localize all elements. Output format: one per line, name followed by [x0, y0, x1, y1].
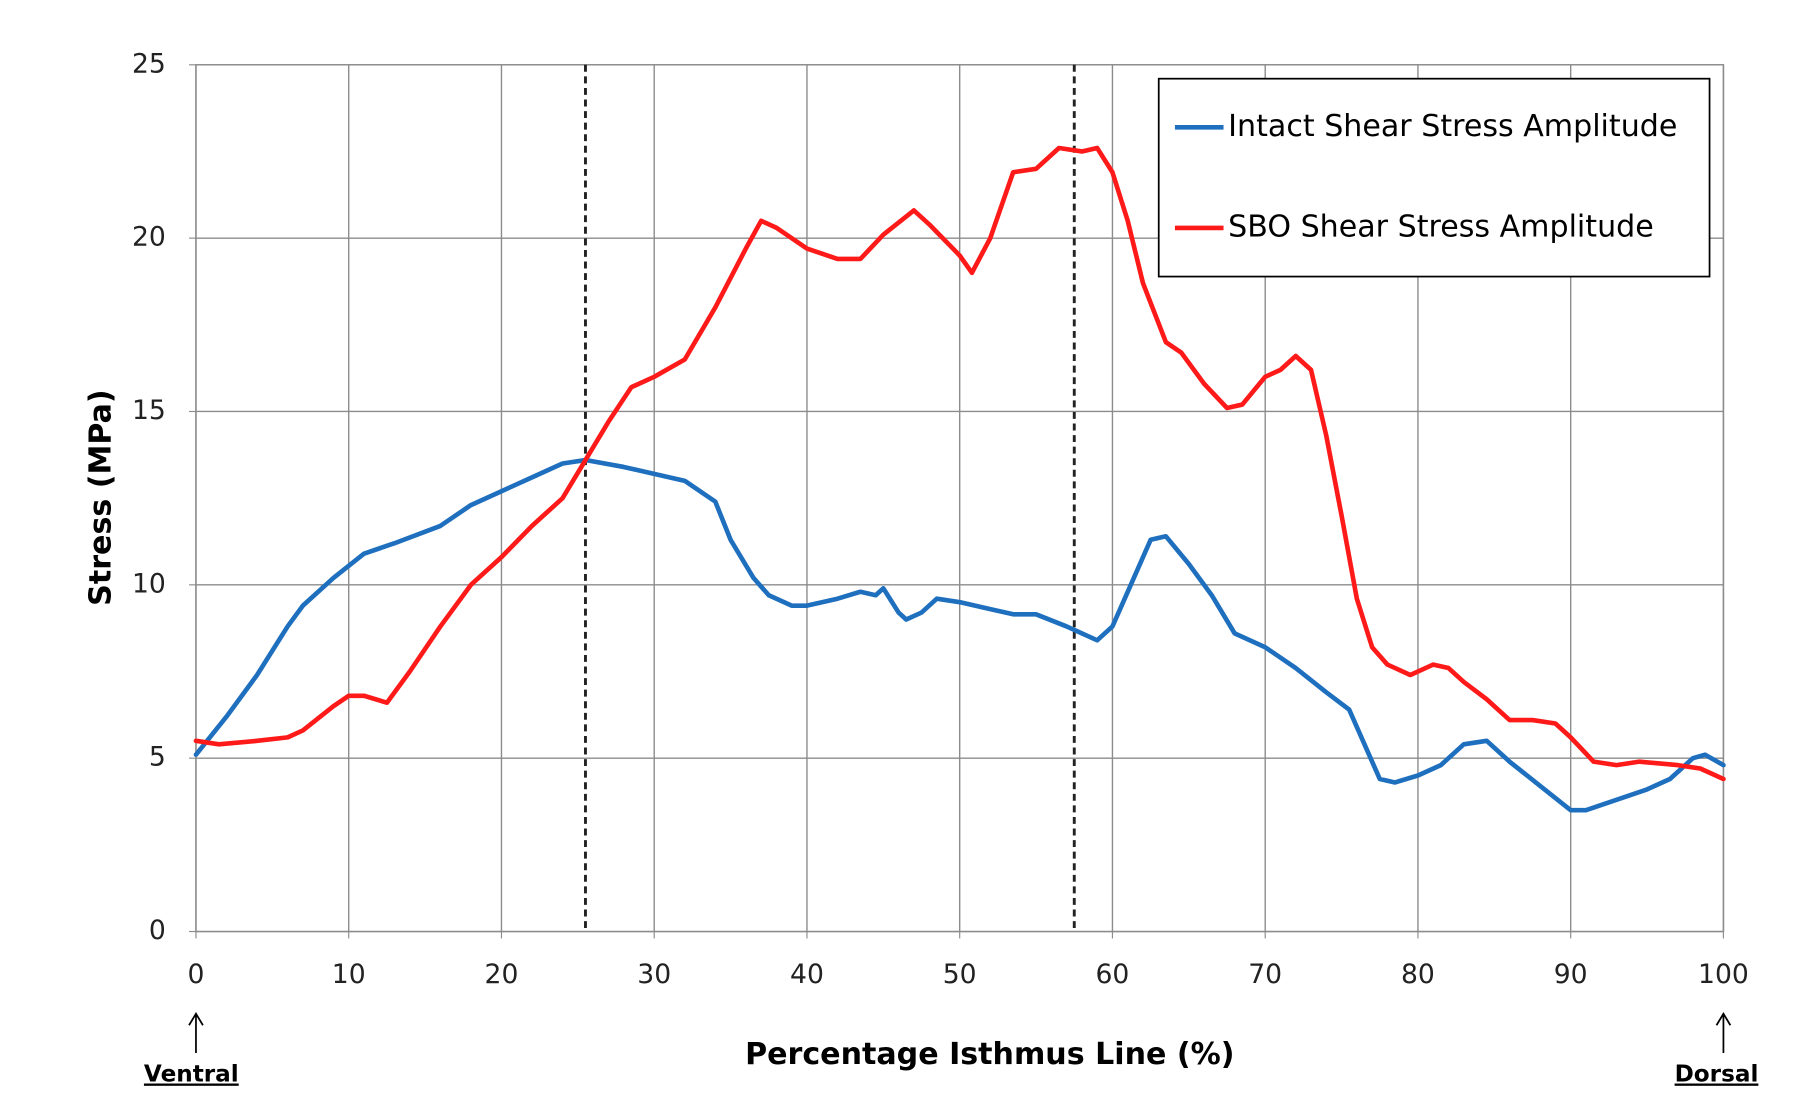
x-axis-title: Percentage Isthmus Line (%)	[745, 1037, 1234, 1072]
legend-box	[1157, 77, 1711, 278]
arrows	[188, 1011, 1732, 1054]
series-line	[193, 457, 1726, 813]
arrow	[188, 1011, 204, 1054]
annotation: Dorsal	[1675, 1062, 1759, 1088]
y-tick-label: 20	[132, 222, 166, 253]
series-line	[193, 145, 1726, 782]
legend-label: SBO Shear Stress Amplitude	[1228, 209, 1654, 244]
x-tick-label: 10	[332, 959, 366, 990]
x-tick-label: 100	[1698, 959, 1749, 990]
plot-border	[195, 64, 1725, 933]
x-tick-label: 90	[1554, 959, 1588, 990]
x-tick-label: 20	[485, 959, 519, 990]
legend: Intact Shear Stress Amplitude SBO Shear S…	[1157, 77, 1711, 278]
y-tick-label: 5	[149, 742, 166, 773]
annotation: Ventral	[144, 1062, 239, 1088]
x-tick-label: 30	[637, 959, 671, 990]
y-tick-label: 10	[132, 568, 166, 599]
x-tick-label: 80	[1401, 959, 1435, 990]
y-tick-label: 25	[132, 48, 166, 79]
x-tick-label: 60	[1096, 959, 1130, 990]
x-tick-label: 70	[1248, 959, 1282, 990]
y-tick-label: 15	[132, 395, 166, 426]
y-tick-label: 0	[149, 915, 166, 946]
x-tick-label: 0	[187, 959, 204, 990]
arrow	[1715, 1011, 1732, 1054]
x-tick-label: 50	[943, 959, 977, 990]
y-axis-title: Stress (MPa)	[84, 389, 119, 606]
legend-label: Intact Shear Stress Amplitude	[1228, 109, 1677, 144]
x-tick-label: 40	[790, 959, 824, 990]
